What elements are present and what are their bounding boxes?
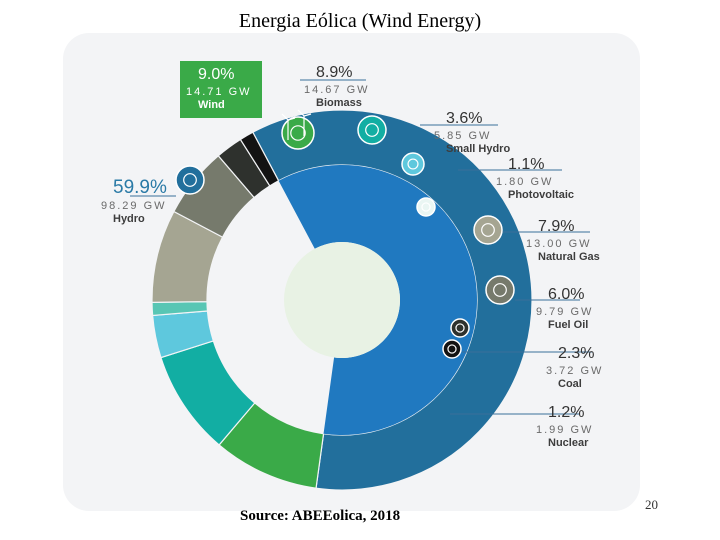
- name-label-coal: Coal: [558, 378, 582, 390]
- name-label-biomass: Biomass: [316, 97, 362, 109]
- percent-label-coal: 2.3%: [558, 345, 594, 362]
- name-label-natural-gas: Natural Gas: [538, 251, 600, 263]
- source-note: Source: ABEEolica, 2018: [240, 508, 401, 524]
- percent-label-natural-gas: 7.9%: [538, 218, 574, 235]
- gw-label-small-hydro: 5.85 GW: [434, 130, 491, 142]
- gw-label-photovoltaic: 1.80 GW: [496, 176, 553, 188]
- gw-label-biomass: 14.67 GW: [304, 84, 370, 96]
- water-drop-wave-icon: [175, 165, 205, 195]
- name-label-nuclear: Nuclear: [548, 437, 589, 449]
- inner-ring-hydro: [278, 165, 477, 436]
- percent-label-nuclear: 1.2%: [548, 404, 584, 421]
- coal-cart-icon: [450, 318, 470, 338]
- leaf-icon: [357, 115, 387, 145]
- gw-label-hydro: 98.29 GW: [101, 200, 167, 212]
- percent-label-photovoltaic: 1.1%: [508, 156, 544, 173]
- name-label-photovoltaic: Photovoltaic: [508, 189, 574, 201]
- percent-label-hydro: 59.9%: [113, 177, 167, 198]
- fuel-pump-icon: [485, 275, 515, 305]
- solar-panel-icon: [416, 197, 436, 217]
- gw-label-nuclear: 1.99 GW: [536, 424, 593, 436]
- wind-turbine-icon: [281, 116, 315, 150]
- wind-label-box: [180, 61, 262, 118]
- slice-nuclear: [239, 131, 280, 187]
- percent-label-biomass: 8.9%: [316, 64, 352, 81]
- gw-label-coal: 3.72 GW: [546, 365, 603, 377]
- drop-icon: [401, 152, 425, 176]
- flame-icon: [473, 215, 503, 245]
- name-label-hydro: Hydro: [113, 213, 145, 225]
- nuclear-icon: [442, 339, 462, 359]
- wind-turbine-icon: [281, 109, 312, 140]
- name-label-fuel-oil: Fuel Oil: [548, 319, 588, 331]
- gw-label-wind: 14.71 GW: [186, 86, 252, 98]
- percent-label-fuel-oil: 6.0%: [548, 286, 584, 303]
- gw-label-fuel-oil: 9.79 GW: [536, 306, 593, 318]
- name-label-wind: Wind: [198, 99, 225, 111]
- page-number: 20: [645, 497, 658, 512]
- gw-label-natural-gas: 13.00 GW: [526, 238, 592, 250]
- chart-center: [284, 242, 400, 358]
- percent-label-wind: 9.0%: [198, 66, 234, 83]
- slices-group: [151, 109, 533, 491]
- slide-title: Energia Eólica (Wind Energy): [238, 10, 482, 32]
- percent-label-small-hydro: 3.6%: [446, 110, 482, 127]
- name-label-small-hydro: Small Hydro: [446, 143, 510, 155]
